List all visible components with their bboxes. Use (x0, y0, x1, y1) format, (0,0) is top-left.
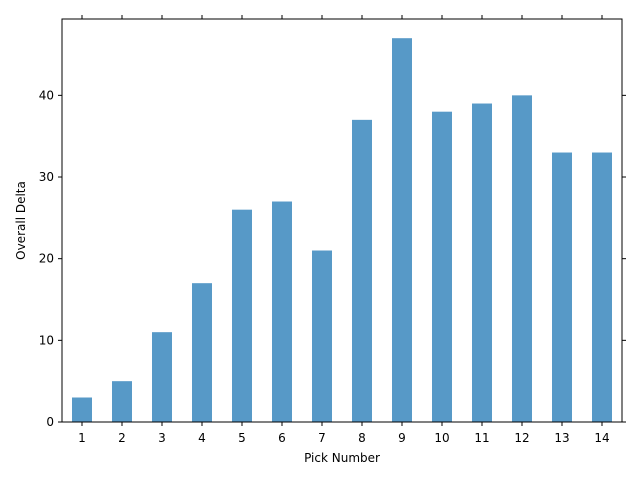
x-tick-label: 2 (118, 431, 126, 445)
bar-8 (352, 119, 372, 422)
x-tick-label: 13 (554, 431, 569, 445)
bar-4 (192, 283, 212, 422)
bar-5 (232, 209, 252, 422)
x-tick-label: 6 (278, 431, 286, 445)
x-tick-label: 5 (238, 431, 246, 445)
bar-6 (272, 201, 292, 422)
x-tick-label: 7 (318, 431, 326, 445)
bar-1 (72, 397, 92, 422)
bars-group (72, 38, 612, 422)
y-tick-label: 40 (39, 88, 54, 102)
y-tick-label: 30 (39, 170, 54, 184)
x-tick-label: 10 (434, 431, 449, 445)
bar-2 (112, 381, 132, 422)
bar-13 (552, 152, 572, 422)
bar-14 (592, 152, 612, 422)
x-tick-label: 4 (198, 431, 206, 445)
y-tick-label: 10 (39, 333, 54, 347)
x-tick-label: 3 (158, 431, 166, 445)
x-tick-label: 14 (594, 431, 609, 445)
y-tick-label: 20 (39, 252, 54, 266)
y-axis-label: Overall Delta (14, 181, 28, 260)
bar-9 (392, 38, 412, 422)
bar-11 (472, 103, 492, 422)
bar-12 (512, 95, 532, 422)
plot-frame (61, 18, 623, 423)
x-axis-label: Pick Number (304, 451, 380, 465)
bar-10 (432, 111, 452, 422)
x-tick-label: 1 (78, 431, 86, 445)
bar-3 (152, 332, 172, 422)
bar-7 (312, 250, 332, 422)
y-tick-label: 0 (46, 415, 54, 429)
x-tick-label: 12 (514, 431, 529, 445)
x-tick-label: 8 (358, 431, 366, 445)
x-tick-label: 11 (474, 431, 489, 445)
x-tick-label: 9 (398, 431, 406, 445)
